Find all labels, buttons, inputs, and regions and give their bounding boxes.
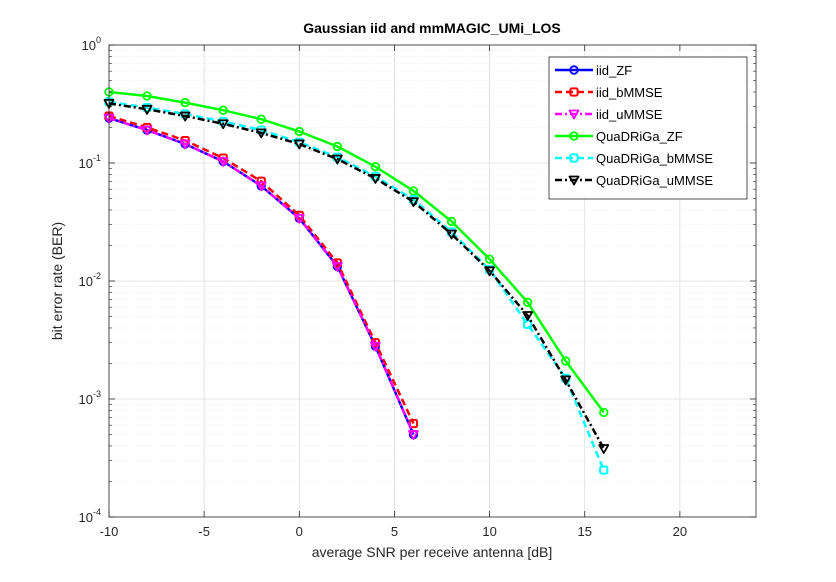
x-tick-label: -5	[198, 524, 210, 539]
data-point	[408, 197, 419, 208]
data-point	[294, 126, 304, 137]
data-point	[598, 444, 610, 454]
series-line	[108, 116, 415, 435]
y-tick-label: 10-4	[79, 507, 101, 525]
x-tick-label: 5	[391, 524, 398, 539]
y-tick-label: 10-1	[79, 153, 101, 171]
legend-box	[548, 56, 748, 200]
series-line	[108, 100, 605, 471]
data-point	[293, 139, 305, 150]
data-point	[217, 157, 229, 167]
data-point	[522, 311, 534, 321]
data-point	[256, 114, 266, 124]
legend-item: iid_ZF	[555, 63, 632, 78]
series-QuaDRiGa_ZF	[104, 87, 609, 418]
data-point	[331, 261, 343, 272]
legend-marker	[569, 87, 579, 97]
legend-item: QuaDRiGa_ZF	[555, 129, 683, 144]
data-point	[142, 91, 152, 101]
data-point	[141, 104, 153, 115]
legend-marker	[568, 175, 580, 186]
x-tick-label: -10	[100, 524, 119, 539]
series-QuaDRiGa_uMMSE	[103, 98, 610, 454]
legend-marker	[569, 65, 579, 75]
legend-marker	[568, 109, 580, 120]
data-point	[331, 154, 343, 165]
legend-marker	[569, 131, 579, 141]
x-tick-label: 15	[578, 524, 592, 539]
data-point	[484, 254, 495, 264]
data-point	[484, 266, 495, 277]
data-point	[218, 105, 228, 115]
x-tick-label: 20	[673, 524, 687, 539]
data-point	[179, 139, 191, 150]
series-line	[108, 90, 605, 414]
chart-title: Gaussian iid and mmMAGIC_UMi_LOS	[303, 20, 561, 36]
data-point	[332, 141, 343, 152]
data-point	[446, 229, 457, 240]
legend-item: QuaDRiGa_uMMSE	[555, 173, 713, 188]
data-point	[408, 430, 419, 440]
axis-ticks: -10 -5 0 5 10 15 20 100 10-1 10-2 10-3 10-4	[79, 35, 756, 539]
data-point	[446, 216, 457, 227]
data-point	[370, 174, 381, 184]
y-tick-label: 100	[82, 35, 101, 53]
data-point	[293, 213, 305, 224]
legend-label: QuaDRiGa_uMMSE	[596, 173, 713, 188]
data-point	[370, 341, 381, 352]
data-point	[141, 125, 153, 136]
data-point	[599, 465, 609, 475]
y-tick-label: 10-3	[79, 389, 101, 407]
legend-label: iid_uMMSE	[596, 107, 663, 122]
legend-label: QuaDRiGa_bMMSE	[596, 151, 713, 166]
data-point	[561, 356, 571, 366]
data-point	[255, 181, 267, 192]
data-point	[522, 297, 533, 307]
series-line	[108, 114, 415, 425]
legend-item: iid_uMMSE	[555, 107, 663, 122]
data-point	[370, 162, 381, 172]
series-iid_uMMSE	[103, 113, 419, 440]
data-point	[217, 119, 229, 130]
y-axis-label: bit error rate (BER)	[49, 222, 65, 340]
legend-label: QuaDRiGa_ZF	[596, 129, 683, 144]
legend-label: iid_ZF	[596, 63, 632, 78]
x-tick-label: 0	[296, 524, 303, 539]
data-point	[179, 111, 191, 122]
x-tick-label: 10	[482, 524, 496, 539]
legend-marker	[569, 153, 579, 163]
data-point	[560, 375, 572, 386]
series-line	[108, 102, 605, 450]
legend: iid_ZF iid_bMMSE iid_uMMSE QuaDRiGa_ZF QuaDR…	[548, 56, 748, 200]
legend-item: iid_bMMSE	[555, 85, 663, 100]
series-layer	[103, 87, 610, 475]
y-tick-label: 10-2	[79, 271, 101, 289]
data-point	[180, 97, 190, 108]
legend-label: iid_bMMSE	[596, 85, 663, 100]
x-axis-label: average SNR per receive antenna [dB]	[312, 544, 552, 560]
data-point	[599, 407, 609, 418]
legend-item: QuaDRiGa_bMMSE	[555, 151, 713, 166]
data-point	[255, 128, 267, 139]
data-point	[408, 186, 419, 196]
